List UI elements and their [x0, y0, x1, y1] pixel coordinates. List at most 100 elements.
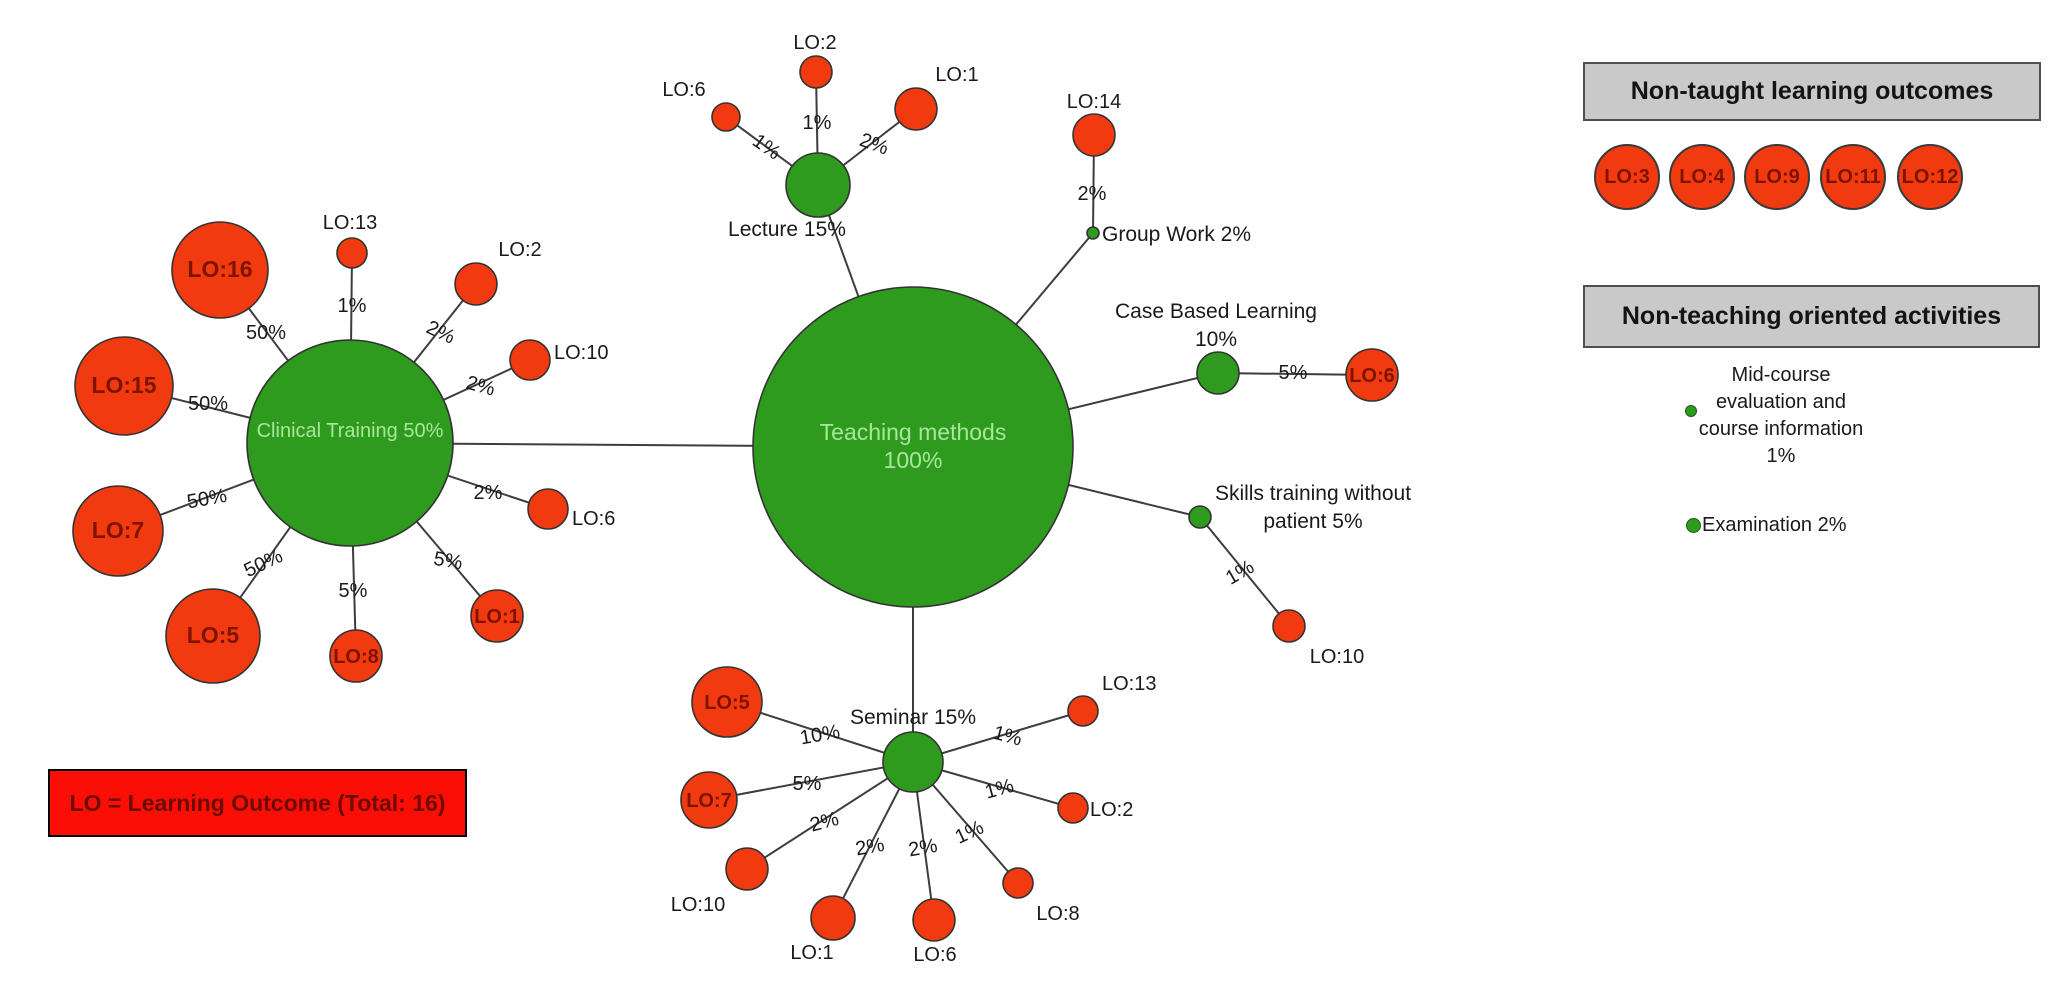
outcome-label: LO:13: [1102, 673, 1156, 695]
pct-label: 5%: [1279, 362, 1308, 384]
non-taught-lo-label: LO:3: [1604, 165, 1650, 188]
legend-box: LO = Learning Outcome (Total: 16): [48, 769, 467, 837]
pct-label: 2%: [474, 482, 503, 504]
legend-text: LO = Learning Outcome (Total: 16): [69, 789, 446, 816]
outcome-label: LO:1: [474, 606, 520, 628]
midcourse-line: course information: [1698, 418, 1864, 440]
method-node-group-work: [1086, 226, 1100, 240]
outcome-node: [725, 847, 769, 891]
pct-label: 1%: [338, 295, 367, 317]
non-taught-header: Non-taught learning outcomes: [1583, 62, 2041, 121]
outcome-label: LO:5: [187, 622, 240, 648]
outcome-node: [1057, 792, 1089, 824]
outcome-label: LO:8: [333, 646, 379, 668]
outcome-label: LO:10: [671, 894, 725, 916]
pct-label: 2%: [464, 372, 498, 401]
pct-label: 50%: [185, 485, 228, 514]
pct-label: 2%: [808, 808, 842, 837]
outcome-label: LO:8: [1036, 903, 1079, 925]
pct-label: 1%: [983, 775, 1017, 804]
pct-label: 50%: [241, 545, 287, 582]
midcourse-line: 1%: [1766, 445, 1796, 467]
edge-line: [708, 761, 914, 801]
outcome-node: [711, 102, 741, 132]
pct-label: 1%: [1222, 556, 1258, 590]
pct-label: 1%: [991, 722, 1025, 751]
outcome-label: LO:7: [92, 517, 144, 543]
examination-dot-icon: [1686, 518, 1701, 533]
pct-label: 50%: [188, 393, 228, 415]
outcome-label: LO:13: [323, 212, 377, 234]
pct-label: 1%: [748, 130, 784, 165]
examination-activity: Examination 2%: [1686, 514, 1847, 537]
outcome-node: [171, 221, 269, 319]
outcome-node: [894, 87, 938, 131]
pct-label: 1%: [952, 816, 988, 848]
pct-label: 2%: [1078, 183, 1107, 205]
outcome-node: [691, 666, 763, 738]
method-node-skills-training: [1188, 505, 1212, 529]
edge-line: [746, 761, 914, 870]
non-taught-lo-circle: LO:3: [1594, 144, 1660, 210]
method-node-case-based-learning: [1196, 351, 1240, 395]
non-taught-lo-circle: LO:9: [1744, 144, 1810, 210]
outcome-label: LO:1: [790, 942, 833, 964]
non-taught-lo-label: LO:11: [1825, 165, 1881, 188]
edge-line: [1199, 516, 1290, 627]
outcome-node: [454, 262, 498, 306]
outcome-node: [74, 336, 174, 436]
outcome-label: LO:2: [1090, 799, 1133, 821]
midcourse-line: Mid-course: [1731, 364, 1831, 386]
method-label: 10%: [1195, 328, 1237, 351]
midcourse-dot-icon: [1685, 405, 1697, 417]
outcome-node: [329, 629, 383, 683]
outcome-label: LO:6: [572, 508, 615, 530]
outcome-node: [72, 485, 164, 577]
outcome-label: LO:14: [1067, 91, 1121, 113]
non-taught-lo-circle: LO:4: [1669, 144, 1735, 210]
method-label: Group Work 2%: [1102, 223, 1251, 246]
pct-label: 1%: [803, 112, 832, 134]
outcome-node: [1002, 867, 1034, 899]
pct-label: 5%: [339, 580, 368, 602]
outcome-node: [1067, 695, 1099, 727]
outcome-node: [912, 898, 956, 942]
method-node-lecture: [785, 152, 851, 218]
method-label: Lecture 15%: [728, 218, 846, 241]
outcome-node: [1272, 609, 1306, 643]
non-teaching-header: Non-teaching oriented activities: [1583, 285, 2040, 348]
outcome-node: [799, 55, 833, 89]
method-label: Skills training without: [1215, 482, 1411, 505]
method-label: Case Based Learning: [1115, 300, 1317, 323]
non-teaching-title: Non-teaching oriented activities: [1621, 302, 2002, 330]
non-taught-lo-circle: LO:11: [1820, 144, 1886, 210]
non-taught-title: Non-taught learning outcomes: [1630, 77, 1994, 105]
outcome-node: [470, 589, 524, 643]
method-node-clinical-training: [246, 339, 454, 547]
outcome-label: LO:5: [704, 692, 750, 714]
outcome-node: [1345, 348, 1399, 402]
outcome-label: LO:10: [554, 342, 608, 364]
outcome-label: LO:6: [1349, 365, 1395, 387]
hub-label: Teaching methods: [820, 419, 1007, 445]
outcome-label: LO:2: [793, 32, 836, 54]
outcome-label: LO:15: [91, 372, 156, 398]
outcome-label: LO:1: [935, 64, 978, 86]
outcome-label: LO:2: [498, 239, 541, 261]
examination-label: Examination 2%: [1702, 514, 1847, 536]
method-label: Clinical Training 50%: [257, 420, 444, 442]
pct-label: 2%: [857, 129, 892, 160]
non-taught-lo-label: LO:12: [1901, 165, 1959, 188]
pct-label: 5%: [793, 773, 822, 795]
outcome-node: [810, 895, 856, 941]
pct-label: 5%: [432, 548, 465, 575]
outcome-label: LO:10: [1310, 646, 1364, 668]
pct-label: 10%: [798, 721, 841, 750]
outcome-label: LO:6: [662, 79, 705, 101]
outcome-node: [680, 771, 738, 829]
midcourse-activity: Mid-course evaluation and course informa…: [1631, 362, 1931, 470]
method-node-seminar: [882, 731, 944, 793]
outcome-node: [509, 339, 551, 381]
method-label: Seminar 15%: [850, 706, 976, 729]
